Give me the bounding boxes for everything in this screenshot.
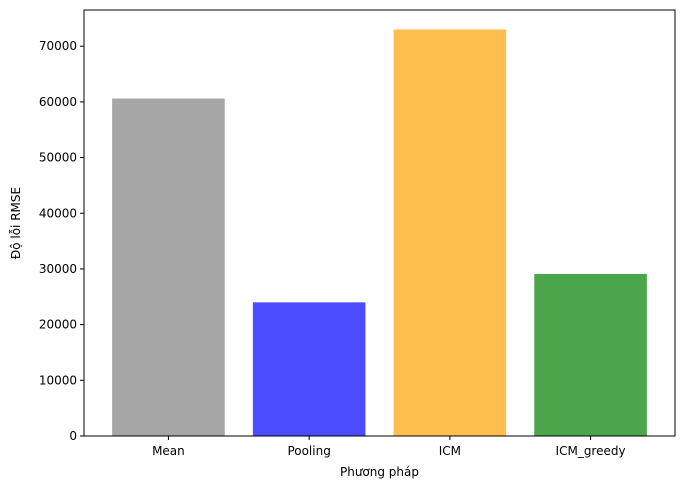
y-tick-label: 0 [69,429,77,443]
bar-icm-greedy [534,273,647,436]
bar-mean [112,98,225,437]
y-tick-label: 50000 [39,151,77,165]
y-axis-ticks: 0 10000 20000 30000 40000 50000 60000 70000 [39,39,84,443]
bar-icm [393,29,507,436]
bars-group [112,29,647,437]
x-tick-label: ICM [439,444,461,458]
y-tick-label: 10000 [39,373,77,387]
y-tick-label: 20000 [39,318,77,332]
bar-pooling [252,302,366,436]
y-tick-label: 70000 [39,39,77,53]
y-tick-label: 60000 [39,95,77,109]
y-axis-label: Độ lỗi RMSE [9,187,23,259]
x-tick-label: Pooling [287,444,330,458]
x-axis-label: Phương pháp [340,465,419,479]
y-tick-label: 30000 [39,262,77,276]
x-tick-label: ICM_greedy [556,444,626,458]
x-tick-label: Mean [152,444,185,458]
y-tick-label: 40000 [39,206,77,220]
plot-frame [83,9,676,437]
x-axis-ticks: Mean Pooling ICM ICM_greedy [152,436,626,458]
